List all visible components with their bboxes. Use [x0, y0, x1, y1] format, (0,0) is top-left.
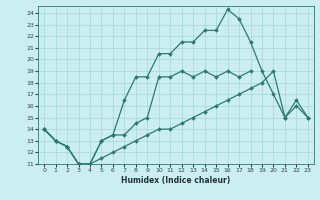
X-axis label: Humidex (Indice chaleur): Humidex (Indice chaleur)	[121, 176, 231, 185]
